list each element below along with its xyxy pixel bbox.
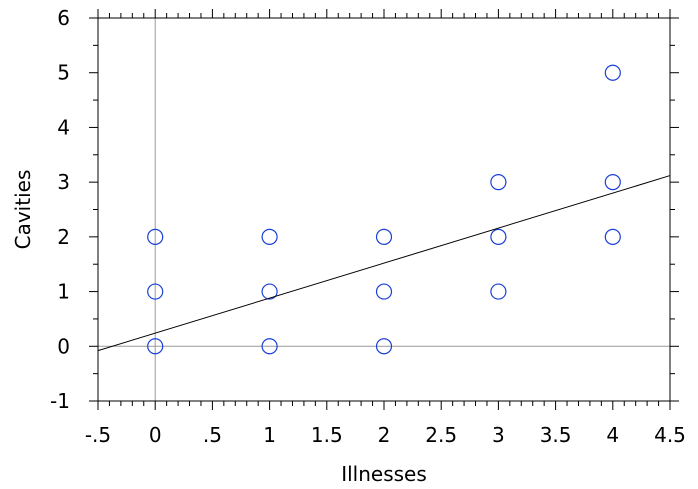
y-tick-label: 3 (57, 170, 70, 194)
y-tick-label: -1 (50, 389, 70, 413)
x-tick-label: 4 (606, 423, 619, 447)
tick-labels: -.5 0 .5 1 1.5 2 2.5 3 3.5 4 4.5 -1 0 1 2 3 4 5 6 (50, 6, 686, 447)
data-point (147, 338, 164, 355)
data-point (375, 228, 393, 245)
x-tick-label: 3.5 (540, 423, 572, 447)
y-tick-label: 6 (57, 6, 70, 30)
x-tick-label: 1 (263, 423, 276, 447)
fit-line (97, 175, 671, 352)
x-tick-label: .5 (203, 423, 222, 447)
x-tick-label: 0 (149, 423, 162, 447)
data-point (375, 338, 393, 355)
data-point (147, 283, 164, 300)
data-point (604, 228, 621, 245)
data-point (261, 338, 278, 355)
x-tick-label: 3 (492, 423, 505, 447)
x-tick-label: 2.5 (425, 423, 457, 447)
data-point (490, 174, 507, 191)
x-tick-label: 4.5 (654, 423, 686, 447)
data-points (147, 64, 621, 355)
data-point (261, 283, 278, 300)
x-tick-label: 2 (378, 423, 391, 447)
y-axis-title: Cavities (11, 170, 35, 250)
y-tick-label: 0 (57, 334, 70, 358)
data-point (490, 283, 507, 300)
plot-border (97, 17, 671, 402)
x-axis-title: Illnesses (341, 462, 427, 486)
fit-line-layer (97, 175, 671, 352)
data-point (604, 174, 621, 191)
reference-lines (98, 18, 670, 401)
data-point (375, 283, 393, 300)
x-tick-label: -.5 (85, 423, 111, 447)
data-point (147, 228, 164, 245)
y-tick-label: 4 (57, 115, 70, 139)
y-tick-label: 5 (57, 61, 70, 85)
axis-ticks (89, 9, 679, 410)
y-tick-label: 1 (57, 280, 70, 304)
plot-frame (97, 17, 671, 402)
data-point (261, 228, 278, 245)
y-tick-label: 2 (57, 225, 70, 249)
x-tick-label: 1.5 (311, 423, 343, 447)
data-point (604, 64, 621, 81)
data-point (490, 228, 507, 245)
